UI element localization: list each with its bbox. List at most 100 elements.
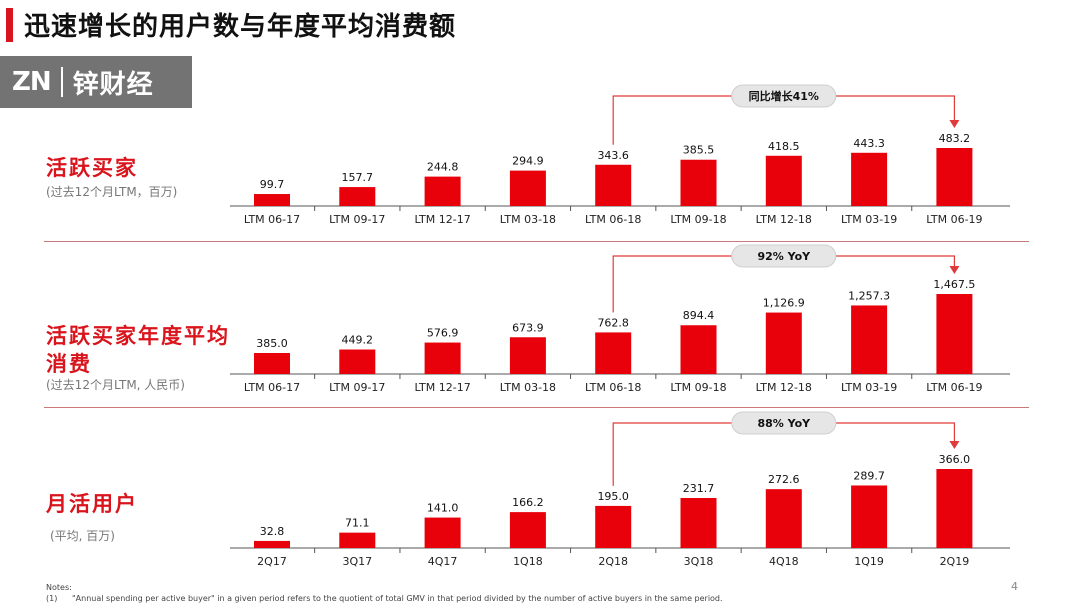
chart-2-tick-label-3: LTM 12-17 [414, 381, 470, 394]
chart-1-growth-label: 同比增长41% [749, 89, 819, 103]
chart-2-growth-arrow [949, 266, 960, 274]
chart-1-bar-5 [595, 164, 632, 206]
chart-1-growth-arrow [949, 120, 960, 128]
chart-2-value-label-6: 894.4 [683, 309, 715, 322]
chart-3-tick-label-2: 3Q17 [342, 555, 372, 568]
chart-1-tick-label-5: LTM 06-18 [585, 213, 641, 226]
chart-3-bar-9 [936, 469, 973, 548]
chart-3-bar-6 [680, 497, 717, 548]
chart-1-value-label-9: 483.2 [939, 132, 971, 145]
chart-2-tick-label-2: LTM 09-17 [329, 381, 385, 394]
chart-1-tick-label-7: LTM 12-18 [756, 213, 812, 226]
chart-2-bar-3 [424, 342, 461, 374]
chart-1-bar-9 [936, 148, 973, 206]
chart-3-bar-4 [509, 512, 546, 548]
chart-1-value-label-2: 157.7 [342, 171, 374, 184]
page-title: 迅速增长的用户数与年度平均消费额 [24, 12, 457, 42]
chart-2-bar-7 [765, 312, 802, 374]
chart-1-value-label-6: 385.5 [683, 144, 715, 157]
page-number: 4 [1011, 580, 1018, 593]
chart-2-value-label-7: 1,126.9 [763, 297, 805, 310]
watermark-text: 锌财经 [72, 69, 154, 100]
chart-1-value-label-5: 343.6 [597, 149, 629, 162]
chart-2-bar-2 [339, 349, 376, 374]
chart-3-bar-3 [424, 517, 461, 548]
chart-3-value-label-2: 71.1 [345, 517, 370, 530]
chart-2-bar-8 [851, 305, 888, 374]
chart-3-tick-label-9: 2Q19 [940, 555, 970, 568]
section-2-title: 活跃买家年度平均消费 [46, 324, 230, 376]
chart-3-value-label-3: 141.0 [427, 502, 459, 515]
chart-3-tick-label-4: 1Q18 [513, 555, 543, 568]
chart-2-value-label-9: 1,467.5 [933, 278, 975, 291]
chart-3-tick-label-7: 4Q18 [769, 555, 799, 568]
chart-2-value-label-8: 1,257.3 [848, 289, 890, 302]
chart-2-tick-label-1: LTM 06-17 [244, 381, 300, 394]
chart-2-tick-label-6: LTM 09-18 [670, 381, 726, 394]
chart-1-value-label-4: 294.9 [512, 155, 544, 168]
chart-2-value-label-3: 576.9 [427, 327, 459, 340]
chart-2-value-label-1: 385.0 [256, 337, 288, 350]
chart-2-tick-label-5: LTM 06-18 [585, 381, 641, 394]
chart-1-tick-label-6: LTM 09-18 [670, 213, 726, 226]
chart-1-bar-3 [424, 176, 461, 206]
chart-1-tick-label-9: LTM 06-19 [926, 213, 982, 226]
footnotes: Notes: (1) "Annual spending per active bu… [46, 582, 723, 604]
chart-1-bar-7 [765, 155, 802, 206]
chart-3-tick-label-5: 2Q18 [598, 555, 628, 568]
section-2-subtitle: (过去12个月LTM, 人民币) [46, 378, 185, 392]
notes-label: Notes: [46, 583, 72, 592]
chart-2-tick-label-7: LTM 12-18 [756, 381, 812, 394]
chart-3-growth-pill [731, 411, 837, 435]
chart-3-bar-7 [765, 489, 802, 548]
section-divider-1 [44, 241, 1029, 242]
chart-1-tick-label-3: LTM 12-17 [414, 213, 470, 226]
chart-2-tick-label-9: LTM 06-19 [926, 381, 982, 394]
chart-3-bar-1 [254, 540, 290, 548]
chart-3-growth-arrow [949, 441, 960, 449]
chart-3-value-label-1: 32.8 [260, 525, 285, 538]
chart-1-bar-8 [851, 152, 888, 206]
chart-3-value-label-9: 366.0 [939, 453, 971, 466]
chart-3-growth-label: 88% YoY [757, 417, 811, 430]
note-1: (1) "Annual spending per active buyer" in… [46, 593, 723, 604]
section-3-title: 月活用户 [46, 492, 138, 516]
watermark: ZN 锌财经 [0, 56, 192, 108]
chart-1-tick-label-1: LTM 06-17 [244, 213, 300, 226]
chart-3-tick-label-8: 1Q19 [854, 555, 884, 568]
chart-3-tick-label-6: 3Q18 [684, 555, 714, 568]
chart-3-tick-label-1: 2Q17 [257, 555, 287, 568]
chart-1-value-label-1: 99.7 [260, 178, 285, 191]
chart-2-value-label-2: 449.2 [342, 334, 374, 347]
chart-3-value-label-8: 289.7 [853, 469, 885, 482]
note-1-text: "Annual spending per active buyer" in a … [72, 594, 723, 603]
chart-3-value-label-5: 195.0 [597, 490, 629, 503]
chart-2-tick-label-4: LTM 03-18 [500, 381, 556, 394]
chart-2-growth-label: 92% YoY [757, 250, 811, 263]
chart-1-value-label-3: 244.8 [427, 161, 459, 174]
chart-1-value-label-8: 443.3 [853, 137, 885, 150]
section-3-subtitle: (平均, 百万) [50, 529, 115, 543]
chart-3-bar-5 [595, 505, 632, 548]
chart-1-tick-label-2: LTM 09-17 [329, 213, 385, 226]
chart-1-bar-2 [339, 187, 376, 206]
watermark-separator [60, 67, 63, 97]
watermark-logo: ZN [12, 67, 52, 97]
chart-1-tick-label-4: LTM 03-18 [500, 213, 556, 226]
chart-1-bar-1 [254, 194, 290, 206]
chart-2-tick-label-8: LTM 03-19 [841, 381, 897, 394]
section-divider-2 [44, 407, 1029, 408]
chart-1-value-label-7: 418.5 [768, 140, 800, 153]
section-1-subtitle: (过去12个月LTM，百万) [46, 185, 178, 199]
chart-2-bar-9 [936, 294, 973, 374]
chart-3-bar-8 [851, 485, 888, 548]
chart-3-tick-label-3: 4Q17 [428, 555, 458, 568]
chart-1-bar-4 [509, 170, 546, 206]
note-1-number: (1) [46, 594, 58, 603]
chart-3-value-label-7: 272.6 [768, 473, 800, 486]
chart-1-growth-pill [731, 84, 837, 108]
title-accent-bar [6, 8, 13, 42]
section-1-title: 活跃买家 [46, 156, 138, 180]
chart-2-value-label-5: 762.8 [597, 316, 629, 329]
